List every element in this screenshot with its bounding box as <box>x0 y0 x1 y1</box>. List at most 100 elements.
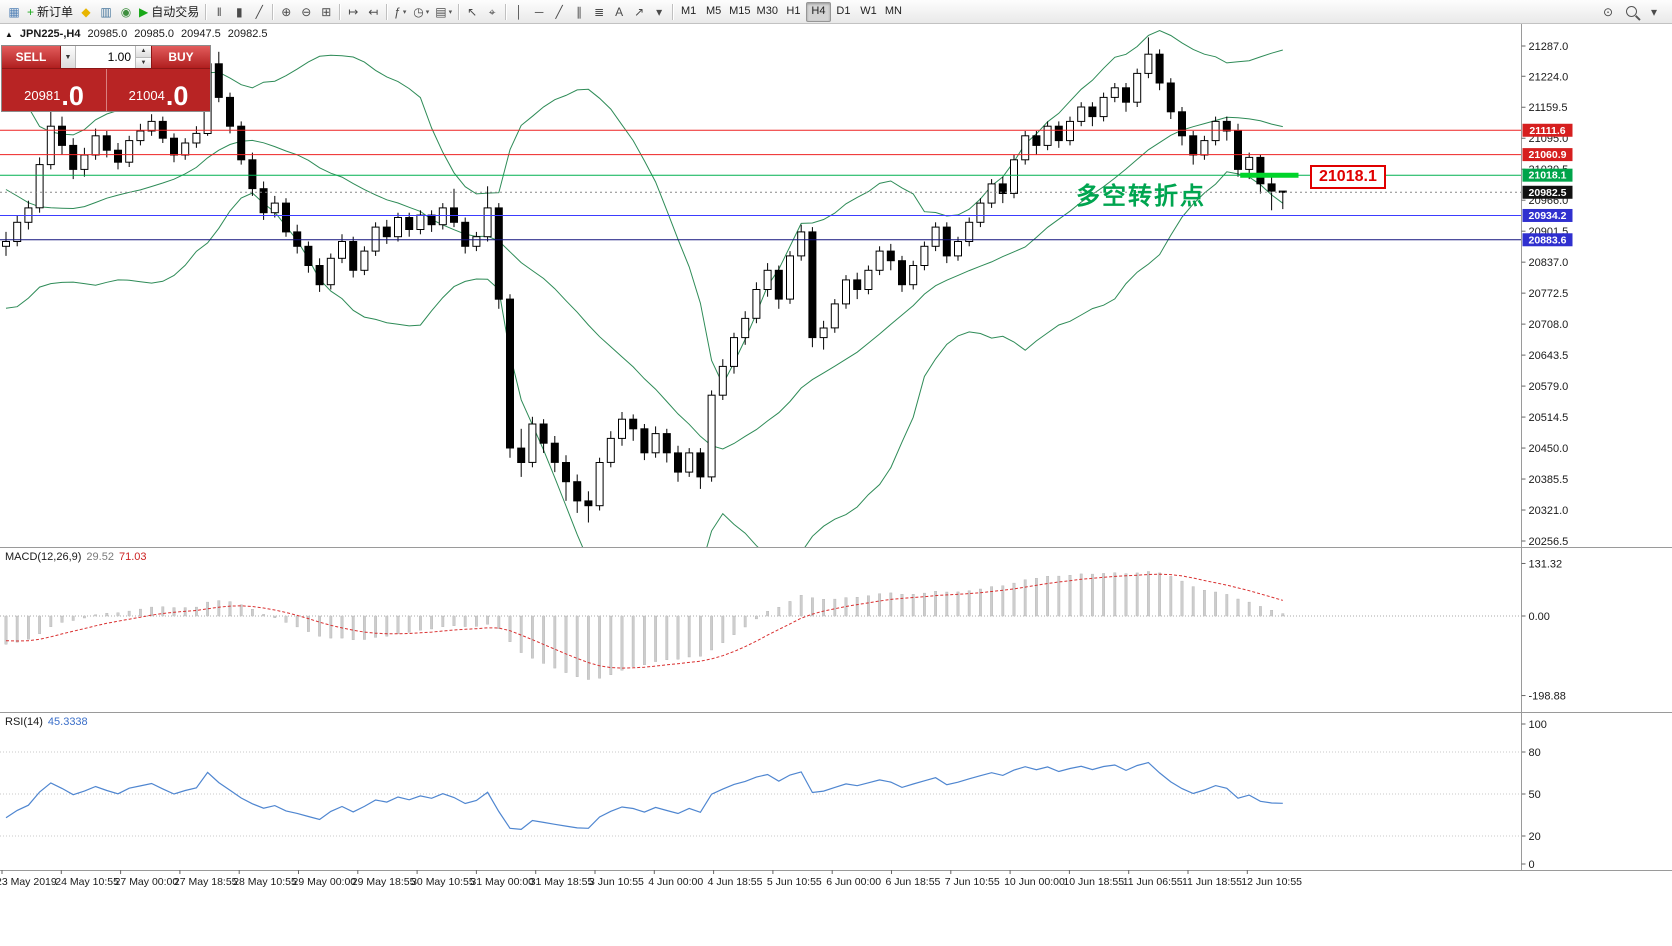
price-marker-21060.9: 21060.9 <box>1522 148 1573 162</box>
macd-indicator-label: MACD(12,26,9) 29.52 71.03 <box>5 551 146 563</box>
timeframe-mn-button[interactable]: MN <box>881 2 906 22</box>
chart-shift-icon: ↤ <box>368 4 379 19</box>
timeframe-m1-icon: M1 <box>681 5 697 17</box>
timeframe-h4-button[interactable]: H4 <box>805 1 831 22</box>
text-label-icon: A <box>615 4 624 19</box>
svg-text:20934.2: 20934.2 <box>1529 210 1567 222</box>
svg-text:20982.5: 20982.5 <box>1529 187 1567 199</box>
candlestick-chart-icon: ▮ <box>235 4 243 19</box>
timeframe-m15-icon: M15 <box>729 5 751 17</box>
zoom-in-icon: ⊕ <box>281 4 292 19</box>
equidistant-channel-button[interactable]: ∥ <box>569 2 589 22</box>
one-click-panel-toggle-icon[interactable]: ▲ <box>5 29 13 39</box>
zoom-in-button[interactable]: ⊕ <box>276 2 296 22</box>
svg-text:29 May 00:00: 29 May 00:00 <box>293 876 357 888</box>
market-watch-icon: ▥ <box>100 4 112 19</box>
svg-text:23 May 2019: 23 May 2019 <box>0 876 57 888</box>
profiles-icon: ◆ <box>81 4 91 19</box>
bollinger-middle-band <box>5 116 1283 450</box>
timeframe-d1-button[interactable]: D1 <box>831 2 856 22</box>
timeframe-m15-button[interactable]: M15 <box>726 2 753 22</box>
timeframe-m5-button[interactable]: M5 <box>701 2 726 22</box>
community-icon: ⊙ <box>1602 4 1614 19</box>
svg-text:11 Jun 06:55: 11 Jun 06:55 <box>1123 876 1183 888</box>
svg-text:0.00: 0.00 <box>1529 611 1550 623</box>
equidistant-channel-icon: ∥ <box>576 4 583 19</box>
price-chart-canvas[interactable]: 20256.5 20321.0 20385.5 20450.0 20514.5 20579… <box>0 24 1672 946</box>
shapes-dropdown[interactable]: ▾ <box>649 2 669 22</box>
new-order-button-label: 新订单 <box>37 5 74 19</box>
buy-price[interactable]: 21004.0 <box>106 69 210 111</box>
periods-dropdown[interactable]: ◷ ▾ <box>410 2 432 22</box>
timeframe-w1-button[interactable]: W1 <box>856 2 881 22</box>
svg-text:20385.5: 20385.5 <box>1529 474 1569 486</box>
timeframe-w1-icon: W1 <box>860 5 877 17</box>
one-click-trading-panel: SELL ▼ 1.00 ▲ ▼ BUY 20981.0 21004.0 <box>1 45 211 112</box>
toolbar-separator <box>272 3 274 20</box>
arrows-tool-button[interactable]: ↗ <box>629 2 649 22</box>
market-watch-button[interactable]: ▥ <box>96 2 116 22</box>
volume-control: ▼ 1.00 ▲ ▼ <box>61 46 151 68</box>
new-chart-icon: ▦ <box>8 4 20 19</box>
profiles-button[interactable]: ◆ <box>76 2 96 22</box>
arrows-tool-icon: ↗ <box>634 4 645 19</box>
templates-dropdown[interactable]: ▤ ▾ <box>432 2 455 22</box>
chart-shift-button[interactable]: ↤ <box>363 2 383 22</box>
navigator-icon: ◉ <box>120 4 132 19</box>
zoom-out-button[interactable]: ⊖ <box>296 2 316 22</box>
price-axis[interactable]: 20256.5 20321.0 20385.5 20450.0 20514.5 20579… <box>1521 41 1569 548</box>
macd-title: MACD(12,26,9) <box>5 551 82 563</box>
auto-scroll-button[interactable]: ↦ <box>343 2 363 22</box>
horizontal-line-button[interactable]: ─ <box>529 2 549 22</box>
text-label-button[interactable]: A <box>609 2 629 22</box>
macd-signal-line <box>5 573 1283 669</box>
timeframe-m30-button[interactable]: M30 <box>754 2 781 22</box>
volume-dropdown-icon[interactable]: ▼ <box>61 46 76 68</box>
tile-windows-button[interactable]: ⊞ <box>316 2 336 22</box>
svg-text:27 May 18:55: 27 May 18:55 <box>174 876 238 888</box>
volume-decrease-button[interactable]: ▼ <box>136 56 151 68</box>
svg-text:50: 50 <box>1529 789 1541 801</box>
svg-text:4 Jun 00:00: 4 Jun 00:00 <box>648 876 703 888</box>
fibonacci-button[interactable]: ≣ <box>589 2 609 22</box>
line-chart-button[interactable]: ╱ <box>249 2 269 22</box>
sell-price[interactable]: 20981.0 <box>2 69 106 111</box>
svg-text:21018.1: 21018.1 <box>1529 170 1567 182</box>
macd-histogram <box>4 571 1285 680</box>
timeframe-m1-button[interactable]: M1 <box>676 2 701 22</box>
close-value: 20982.5 <box>227 28 268 40</box>
indicators-dropdown[interactable]: ƒ ▾ <box>390 2 410 22</box>
bar-chart-button[interactable]: ‖ <box>209 2 229 22</box>
sell-price-main: 20981 <box>24 88 61 103</box>
svg-text:11 Jun 18:55: 11 Jun 18:55 <box>1182 876 1242 888</box>
buy-price-main: 21004 <box>128 88 165 103</box>
sell-button[interactable]: SELL <box>2 46 61 68</box>
buy-button[interactable]: BUY <box>151 46 210 68</box>
price-marker-21111.6: 21111.6 <box>1522 123 1573 137</box>
candlestick-chart-button[interactable]: ▮ <box>229 2 249 22</box>
cursor-button[interactable]: ↖ <box>462 2 482 22</box>
svg-text:80: 80 <box>1529 747 1541 759</box>
volume-input[interactable]: 1.00 <box>107 50 131 64</box>
new-chart-button[interactable]: ▦ <box>4 2 24 22</box>
navigator-button[interactable]: ◉ <box>116 2 136 22</box>
search-button[interactable] <box>1621 2 1641 22</box>
vertical-line-button[interactable]: │ <box>509 2 529 22</box>
svg-text:20514.5: 20514.5 <box>1529 412 1569 424</box>
toolbar: ▦ + 新订单 ◆ ▥ ◉ ▶ 自动交易 ‖ ▮ ╱ ⊕ ⊖ ⊞ ↦ ↤ ƒ ▾ ◷ ▾ ▤ ▾ ↖ ⌖ │ ─ ╱ ∥ ≣ A ↗ ▾ M1 M… <box>0 0 1672 24</box>
volume-increase-button[interactable]: ▲ <box>136 46 151 57</box>
autotrading-button[interactable]: ▶ 自动交易 <box>136 2 202 22</box>
community-button[interactable]: ⊙ <box>1598 2 1618 22</box>
new-order-button[interactable]: + 新订单 <box>24 2 76 22</box>
toolbar-separator <box>505 3 507 20</box>
trendline-button[interactable]: ╱ <box>549 2 569 22</box>
low-value: 20947.5 <box>181 28 221 40</box>
toolbar-separator <box>672 3 674 20</box>
timeframe-h1-button[interactable]: H1 <box>781 2 806 22</box>
svg-text:-198.88: -198.88 <box>1529 691 1566 703</box>
trendline-icon: ╱ <box>555 4 563 19</box>
crosshair-button[interactable]: ⌖ <box>482 2 502 22</box>
autotrading-button-label: 自动交易 <box>151 5 200 19</box>
toolbar-options-button[interactable]: ▾ <box>1644 2 1664 22</box>
